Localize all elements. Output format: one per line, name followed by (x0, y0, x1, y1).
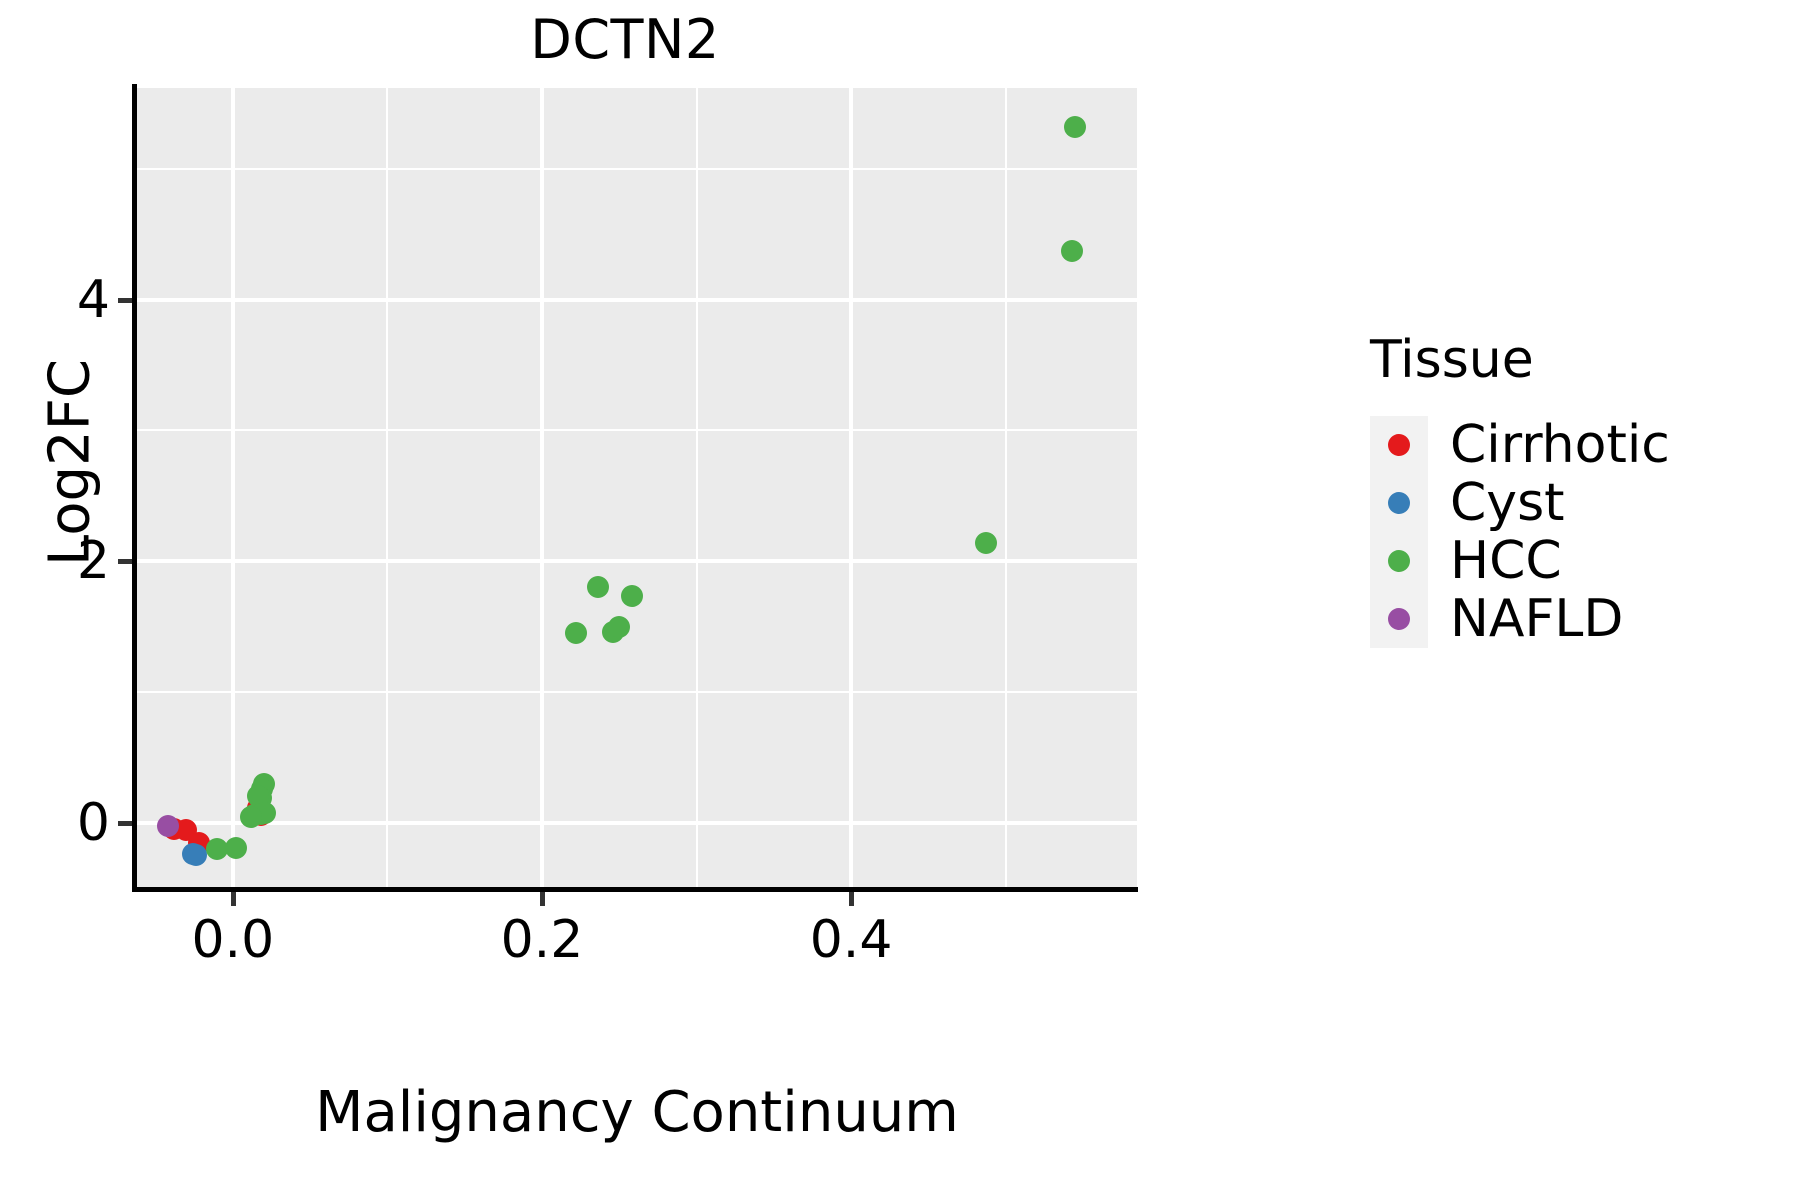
legend-dot-icon (1388, 550, 1410, 572)
data-point-hcc (224, 837, 247, 860)
legend-title: Tissue (1370, 330, 1534, 390)
x-axis-tick-label: 0.4 (809, 910, 893, 970)
y-axis-tick (118, 297, 132, 303)
y-axis-line (132, 84, 137, 892)
data-point-cyst (184, 844, 207, 867)
legend-item-label: Cyst (1450, 473, 1565, 533)
legend-items: Cirrhotic Cyst HCC NAFLD (1370, 415, 1790, 649)
gridline (137, 559, 1137, 564)
y-axis-tick-label: 4 (76, 269, 110, 330)
legend: Tissue Cirrhotic Cyst HCC NAFLD (1370, 330, 1790, 649)
gridline (137, 690, 1137, 693)
plot-panel (137, 88, 1137, 888)
x-axis-tick (849, 892, 855, 906)
gridline (695, 88, 698, 888)
gridline (386, 88, 389, 888)
gridline (137, 820, 1137, 825)
data-point-hcc (974, 531, 997, 554)
legend-key-swatch (1370, 532, 1428, 590)
gridline (137, 429, 1137, 432)
legend-key-swatch (1370, 474, 1428, 532)
gridline (230, 88, 235, 888)
x-axis-tick-label: 0.0 (191, 910, 275, 970)
y-axis-title: Log2FC (37, 359, 103, 566)
gridline (137, 168, 1137, 171)
data-point-hcc (620, 585, 643, 608)
data-point-hcc (564, 622, 587, 645)
gridline (1004, 88, 1007, 888)
legend-item-label: Cirrhotic (1450, 415, 1670, 475)
y-axis-tick-label: 2 (76, 531, 110, 592)
y-axis-tick (118, 559, 132, 565)
legend-item-label: NAFLD (1450, 589, 1624, 649)
legend-dot-icon (1388, 608, 1410, 630)
legend-dot-icon (1388, 492, 1410, 514)
legend-key-swatch (1370, 416, 1428, 474)
data-point-hcc (608, 615, 631, 638)
legend-item-cirrhotic[interactable]: Cirrhotic (1370, 415, 1790, 475)
data-point-nafld (156, 814, 179, 837)
legend-item-label: HCC (1450, 531, 1562, 591)
legend-key-swatch (1370, 590, 1428, 648)
gridline (539, 88, 544, 888)
data-point-hcc (206, 838, 229, 861)
data-point-hcc (586, 576, 609, 599)
x-axis-tick (539, 892, 545, 906)
y-axis-tick-label: 0 (76, 792, 110, 853)
legend-item-cyst[interactable]: Cyst (1370, 473, 1790, 533)
x-axis-tick (230, 892, 236, 906)
data-point-hcc (240, 805, 263, 828)
x-axis-tick-label: 0.2 (500, 910, 584, 970)
x-axis-line (132, 887, 1138, 892)
x-axis-title: Malignancy Continuum (315, 1080, 959, 1145)
y-axis-tick (118, 820, 132, 826)
plot-panel-wrapper (137, 88, 1137, 888)
data-point-hcc (1061, 240, 1084, 263)
legend-item-nafld[interactable]: NAFLD (1370, 589, 1790, 649)
page-title: DCTN2 (530, 8, 720, 71)
legend-item-hcc[interactable]: HCC (1370, 531, 1790, 591)
data-point-hcc (1064, 116, 1087, 139)
gridline (849, 88, 854, 888)
legend-dot-icon (1388, 434, 1410, 456)
gridline (137, 297, 1137, 302)
